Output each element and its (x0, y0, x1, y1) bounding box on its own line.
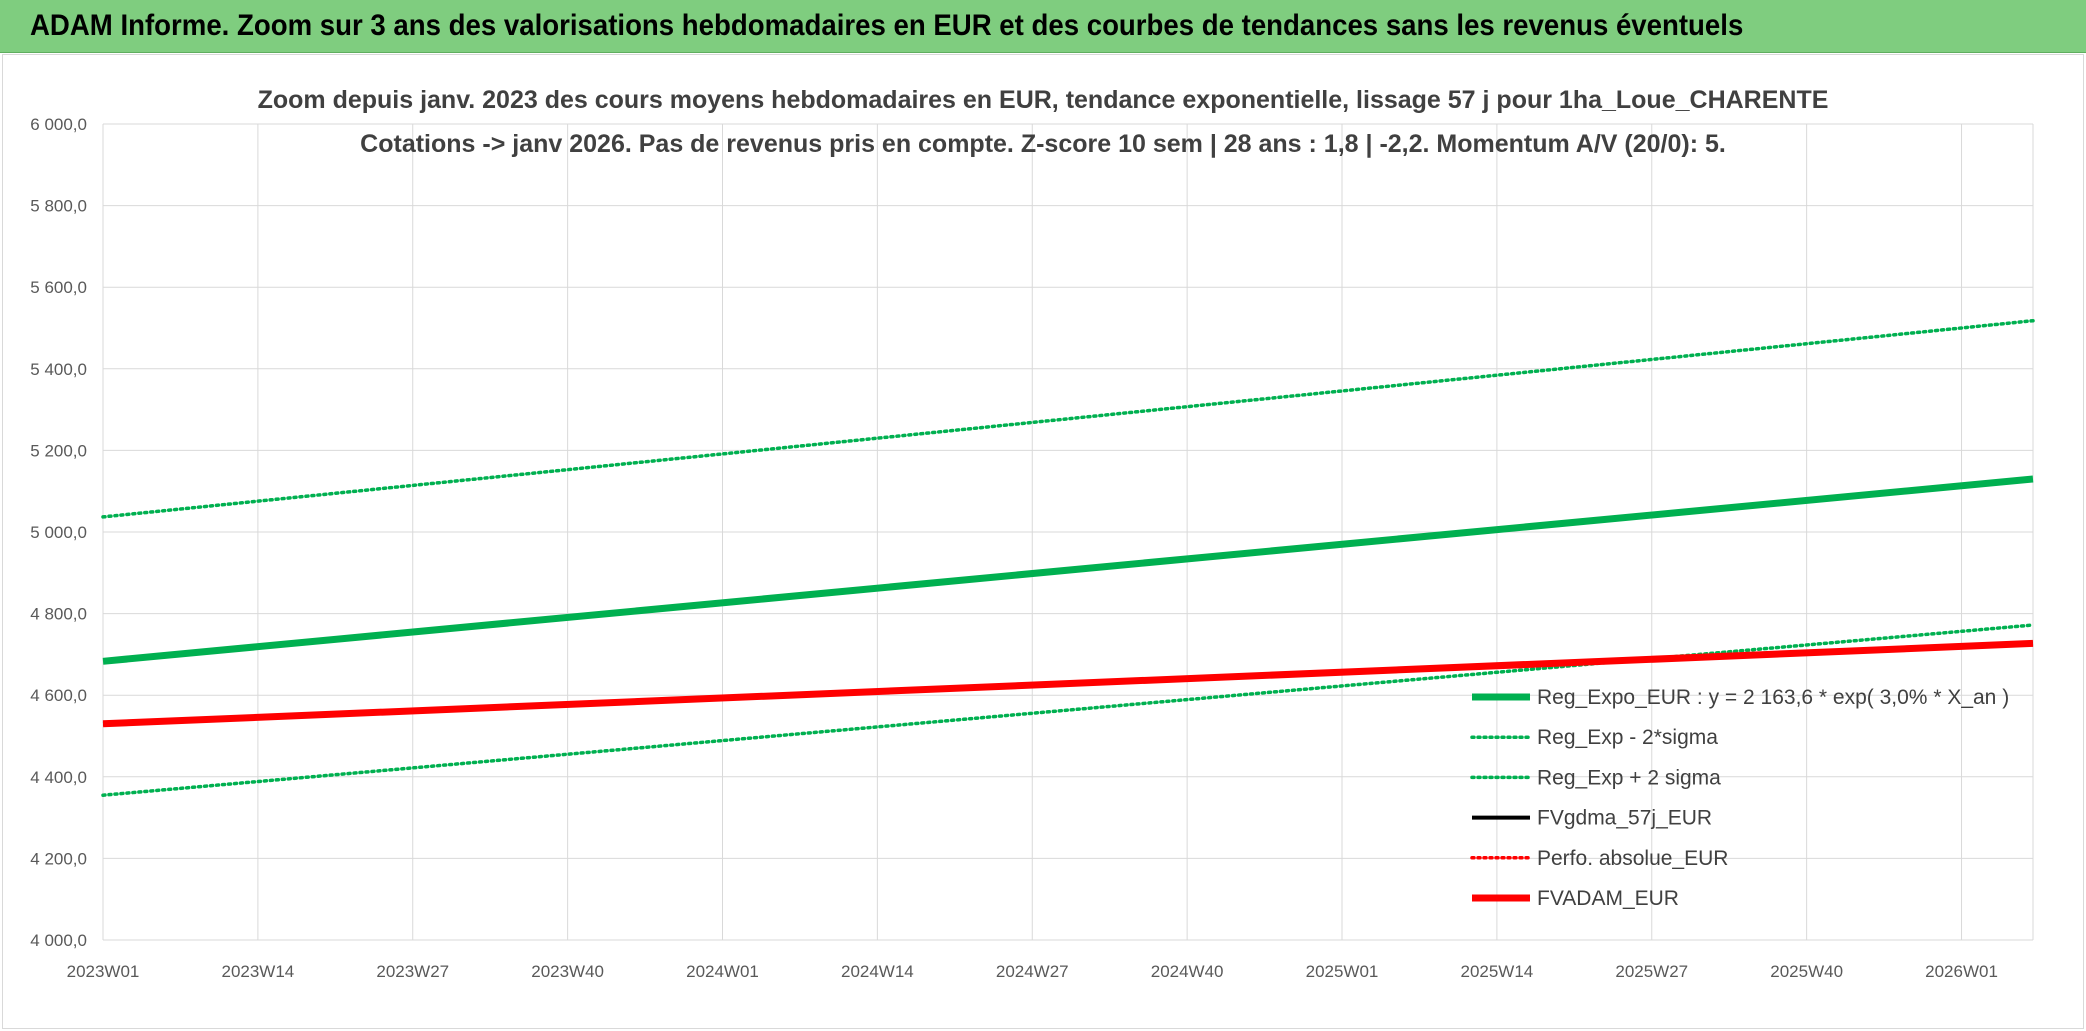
series-line (102, 475, 2034, 665)
y-tick-label: 4 200,0 (30, 849, 87, 868)
chart-legend: Reg_Expo_EUR : y = 2 163,6 * exp( 3,0% *… (1470, 686, 2009, 910)
x-tick-label: 2024W40 (1151, 962, 1224, 981)
x-tick-label: 2023W40 (531, 962, 604, 981)
legend-label: Reg_Expo_EUR : y = 2 163,6 * exp( 3,0% *… (1537, 686, 2009, 709)
chart-title-line2: Cotations -> janv 2026. Pas de revenus p… (360, 130, 1726, 158)
y-tick-label: 5 000,0 (30, 523, 87, 542)
y-tick-label: 4 400,0 (30, 768, 87, 787)
header-banner: ADAM Informe. Zoom sur 3 ans des valoris… (0, 0, 2086, 53)
x-tick-label: 2026W01 (1925, 962, 1998, 981)
y-tick-label: 5 200,0 (30, 441, 87, 460)
legend-label: Reg_Exp - 2*sigma (1537, 726, 1718, 749)
x-tick-label: 2025W01 (1306, 962, 1379, 981)
chart-frame (2, 54, 2084, 1029)
x-tick-label: 2025W14 (1460, 962, 1533, 981)
x-tick-label: 2024W01 (686, 962, 759, 981)
series-line (102, 639, 2034, 728)
series-line (101, 318, 2035, 519)
x-tick-label: 2023W14 (221, 962, 294, 981)
y-axis-ticks: 4 000,0 4 200,0 4 400,0 4 600,0 4 800,0 5 000… (30, 115, 87, 950)
y-tick-label: 4 800,0 (30, 605, 87, 624)
x-tick-label: 2024W27 (996, 962, 1069, 981)
x-tick-label: 2024W14 (841, 962, 914, 981)
x-tick-label: 2025W40 (1770, 962, 1843, 981)
x-axis-ticks: 2023W01 2023W14 2023W27 2023W40 2024W01 2024W… (67, 962, 1998, 981)
y-tick-label: 6 000,0 (30, 115, 87, 134)
legend-label: FVADAM_EUR (1537, 887, 1679, 910)
legend-label: Reg_Exp + 2 sigma (1537, 766, 1721, 789)
y-tick-label: 4 600,0 (30, 686, 87, 705)
y-tick-label: 5 400,0 (30, 360, 87, 379)
chart-series (101, 318, 2035, 797)
legend-label: Perfo. absolue_EUR (1537, 847, 1728, 870)
y-tick-label: 5 600,0 (30, 278, 87, 297)
x-tick-label: 2023W01 (67, 962, 140, 981)
chart-grid (102, 123, 2034, 941)
y-tick-label: 5 800,0 (30, 197, 87, 216)
chart-title-line1: Zoom depuis janv. 2023 des cours moyens … (258, 86, 1829, 114)
report-title: ADAM Informe. Zoom sur 3 ans des valoris… (30, 9, 1744, 42)
x-tick-label: 2025W27 (1615, 962, 1688, 981)
legend-label: FVgdma_57j_EUR (1537, 807, 1712, 830)
x-tick-label: 2023W27 (376, 962, 449, 981)
y-tick-label: 4 000,0 (30, 931, 87, 950)
